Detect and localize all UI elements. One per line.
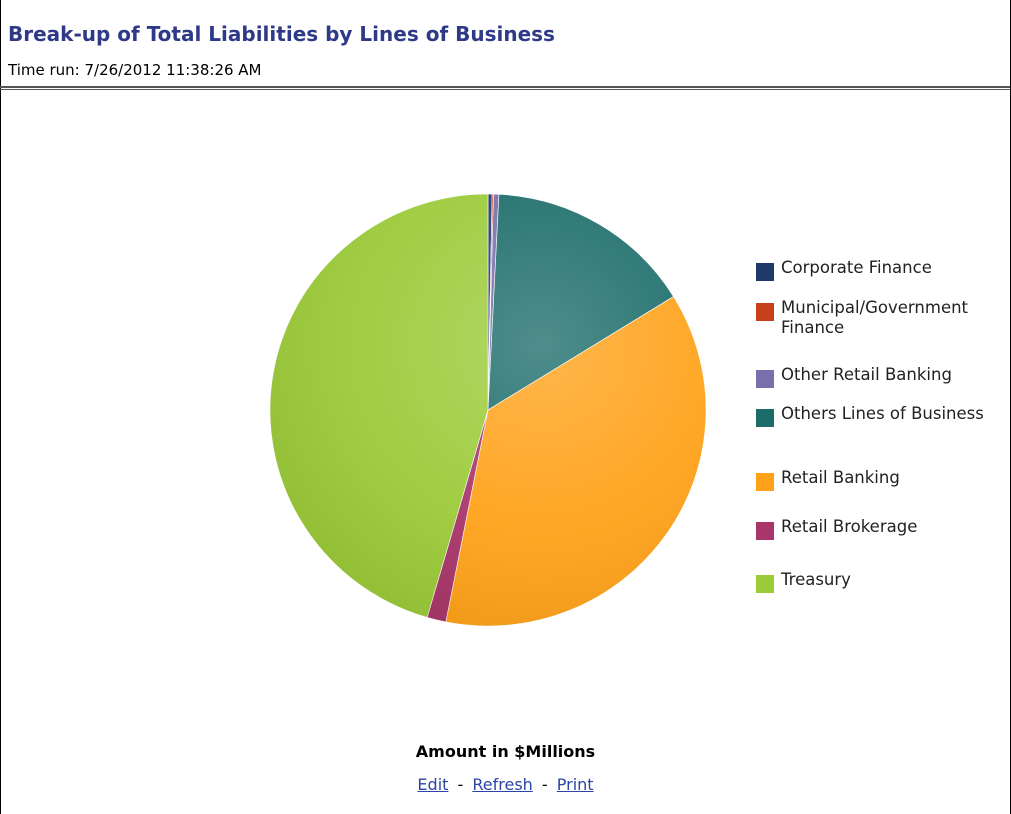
amount-unit-label: Amount in $Millions [415,742,596,761]
legend-label: Other Retail Banking [781,365,952,384]
legend-item[interactable]: Retail Brokerage [756,517,1001,540]
legend-item[interactable]: Retail Banking [756,468,1001,491]
legend-item[interactable]: Other Retail Banking [756,365,1001,388]
legend-swatch [756,473,774,491]
legend-label: Treasury [781,570,851,589]
legend-swatch [756,303,774,321]
print-link[interactable]: Print [556,775,594,794]
legend-item[interactable]: Municipal/Government Finance [756,298,1001,338]
legend-item[interactable]: Corporate Finance [756,258,1001,281]
report-title: Break-up of Total Liabilities by Lines o… [8,22,555,46]
legend-item[interactable]: Others Lines of Business [756,404,1001,427]
action-links: Edit - Refresh - Print [0,775,1011,794]
legend-swatch [756,370,774,388]
link-separator: - [541,775,548,794]
legend-label: Corporate Finance [781,258,932,277]
header-divider [0,86,1010,90]
time-run-label: Time run: 7/26/2012 11:38:26 AM [8,61,262,79]
legend-swatch [756,263,774,281]
legend-label: Municipal/Government Finance [781,298,969,337]
legend-label: Retail Brokerage [781,517,918,536]
edit-link[interactable]: Edit [417,775,449,794]
legend-swatch [756,409,774,427]
legend-swatch [756,522,774,540]
legend-label: Others Lines of Business [781,404,984,423]
refresh-link[interactable]: Refresh [472,775,533,794]
legend-item[interactable]: Treasury [756,570,1001,593]
legend-swatch [756,575,774,593]
legend-label: Retail Banking [781,468,900,487]
link-separator: - [457,775,464,794]
